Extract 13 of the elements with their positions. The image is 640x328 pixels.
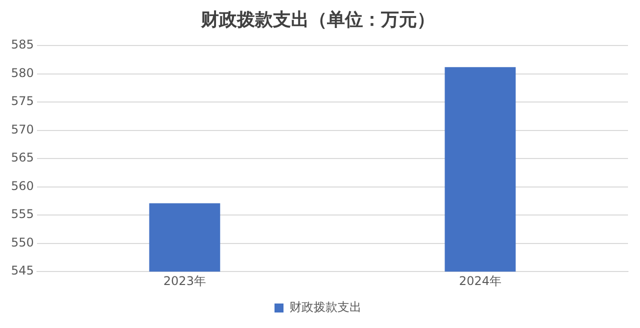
chart-title: 财政拨款支出（单位：万元）	[200, 9, 435, 30]
y-tick-label: 550	[11, 235, 34, 250]
y-tick-label: 555	[11, 207, 34, 222]
y-tick-label: 580	[11, 66, 34, 80]
y-tick-label: 545	[11, 264, 34, 278]
x-tick-label: 2023年	[163, 274, 206, 288]
y-tick-label: 570	[11, 122, 34, 136]
y-tick-label: 560	[11, 178, 34, 193]
legend-label: 财政拨款支出	[290, 300, 362, 314]
y-tick-label: 575	[11, 94, 34, 108]
x-tick-label: 2024年	[458, 274, 502, 288]
y-tick-label: 565	[11, 150, 34, 165]
y-tick-label: 585	[11, 38, 34, 52]
